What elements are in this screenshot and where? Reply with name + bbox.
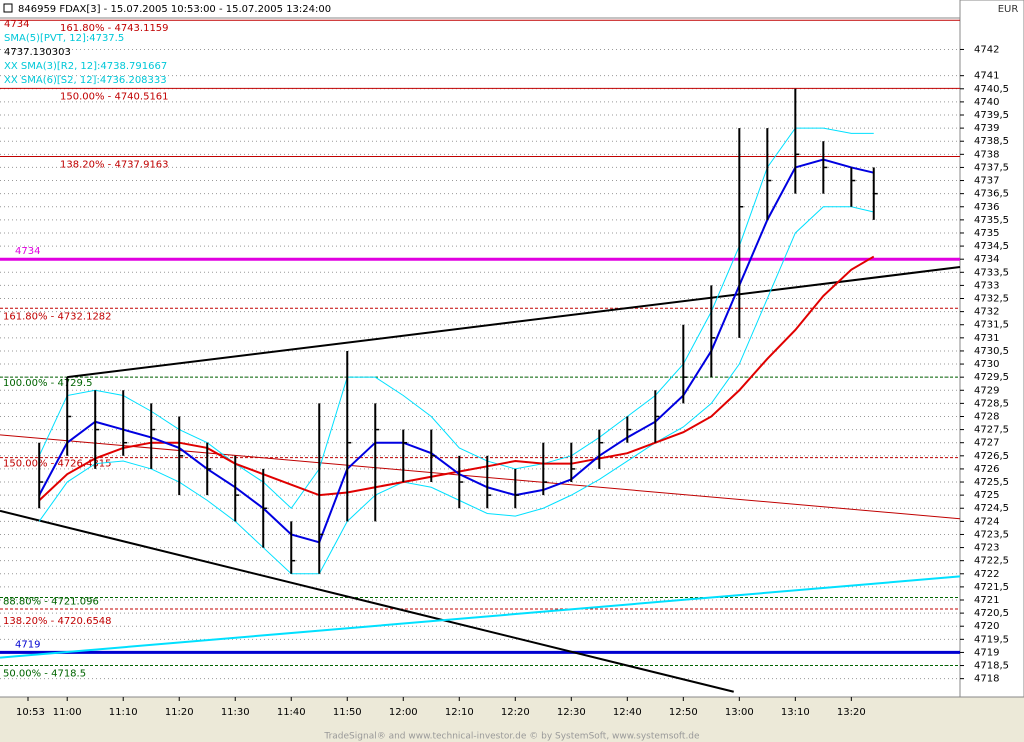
x-tick-label: 11:50 bbox=[333, 707, 362, 718]
chart-title: 846959 FDAX[3] - 15.07.2005 10:53:00 - 1… bbox=[18, 4, 331, 15]
y-tick-label: 4731,5 bbox=[974, 320, 1009, 331]
legend-entry: 4734 bbox=[4, 19, 29, 30]
trendline bbox=[0, 509, 734, 693]
y-tick-label: 4725,5 bbox=[974, 477, 1009, 488]
y-tick-label: 4723,5 bbox=[974, 529, 1009, 540]
y-tick-label: 4742 bbox=[974, 44, 999, 55]
x-axis-panel bbox=[0, 697, 1024, 742]
y-tick-label: 4727,5 bbox=[974, 425, 1009, 436]
legend-entry: XX SMA(3)[R2, 12]:4738.791667 bbox=[4, 61, 167, 72]
x-tick-label: 12:00 bbox=[389, 707, 418, 718]
currency: EUR bbox=[998, 4, 1019, 15]
level-label: 138.20% - 4737.9163 bbox=[60, 160, 169, 171]
y-tick-label: 4735,5 bbox=[974, 215, 1009, 226]
x-tick-label: 11:30 bbox=[221, 707, 250, 718]
y-tick-label: 4733 bbox=[974, 280, 999, 291]
x-tick-label: 12:10 bbox=[445, 707, 474, 718]
x-tick-label: 12:20 bbox=[501, 707, 530, 718]
level-label: 4719 bbox=[15, 639, 40, 650]
y-axis-panel bbox=[959, 0, 1024, 698]
level-label: 88.80% - 4721.096 bbox=[3, 596, 99, 607]
y-tick-label: 4735 bbox=[974, 228, 999, 239]
level-label: 100.00% - 4729.5 bbox=[3, 378, 92, 389]
y-tick-label: 4725 bbox=[974, 490, 999, 501]
y-tick-label: 4729,5 bbox=[974, 372, 1009, 383]
y-tick-label: 4733,5 bbox=[974, 267, 1009, 278]
y-tick-label: 4724,5 bbox=[974, 503, 1009, 514]
x-tick-label: 12:40 bbox=[613, 707, 642, 718]
y-tick-label: 4719 bbox=[974, 647, 999, 658]
y-tick-label: 4734,5 bbox=[974, 241, 1009, 252]
y-tick-label: 4723 bbox=[974, 543, 999, 554]
legend-entry: SMA(5)[PVT, 12]:4737.5 bbox=[4, 33, 124, 44]
x-tick-label: 11:40 bbox=[277, 707, 306, 718]
trendline bbox=[67, 266, 961, 379]
x-tick-label: 10:53 bbox=[16, 707, 45, 718]
y-tick-label: 4734 bbox=[974, 254, 999, 265]
x-tick-label: 11:20 bbox=[165, 707, 194, 718]
y-tick-label: 4720 bbox=[974, 621, 999, 632]
x-tick-label: 12:30 bbox=[557, 707, 586, 718]
level-label: 4734 bbox=[15, 246, 40, 257]
y-tick-label: 4732,5 bbox=[974, 294, 1009, 305]
level-label: 161.80% - 4732.1282 bbox=[3, 311, 112, 322]
x-tick-label: 13:00 bbox=[725, 707, 754, 718]
y-tick-label: 4719,5 bbox=[974, 634, 1009, 645]
y-tick-label: 4741 bbox=[974, 71, 999, 82]
y-tick-label: 4732 bbox=[974, 307, 999, 318]
y-tick-label: 4740,5 bbox=[974, 84, 1009, 95]
y-tick-label: 4726 bbox=[974, 464, 999, 475]
y-tick-label: 4721,5 bbox=[974, 582, 1009, 593]
level-label: 138.20% - 4720.6548 bbox=[3, 616, 112, 627]
y-tick-label: 4737 bbox=[974, 176, 999, 187]
y-tick-label: 4736 bbox=[974, 202, 999, 213]
y-tick-label: 4737,5 bbox=[974, 162, 1009, 173]
level-label: 50.00% - 4718.5 bbox=[3, 669, 86, 680]
trendline bbox=[0, 434, 961, 520]
y-tick-label: 4739 bbox=[974, 123, 999, 134]
y-tick-label: 4731 bbox=[974, 333, 999, 344]
x-tick-label: 11:00 bbox=[53, 707, 82, 718]
y-tick-label: 4729 bbox=[974, 385, 999, 396]
x-tick-label: 13:10 bbox=[781, 707, 810, 718]
window-icon[interactable] bbox=[3, 3, 13, 13]
y-tick-label: 4722 bbox=[974, 569, 999, 580]
footer: TradeSignal® and www.technical-investor.… bbox=[323, 732, 700, 742]
level-label: 150.00% - 4726.4315 bbox=[3, 459, 112, 470]
y-tick-label: 4728,5 bbox=[974, 398, 1009, 409]
x-tick-label: 13:20 bbox=[837, 707, 866, 718]
x-tick-label: 12:50 bbox=[669, 707, 698, 718]
y-tick-label: 4718,5 bbox=[974, 661, 1009, 672]
level-label: 161.80% - 4743.1159 bbox=[60, 23, 169, 34]
y-tick-label: 4738 bbox=[974, 149, 999, 160]
y-tick-label: 4724 bbox=[974, 516, 999, 527]
y-tick-label: 4727 bbox=[974, 438, 999, 449]
y-tick-label: 4740 bbox=[974, 97, 999, 108]
y-tick-label: 4739,5 bbox=[974, 110, 1009, 121]
trendline bbox=[0, 575, 961, 659]
y-tick-label: 4726,5 bbox=[974, 451, 1009, 462]
y-tick-label: 4738,5 bbox=[974, 136, 1009, 147]
x-tick-label: 11:10 bbox=[109, 707, 138, 718]
y-tick-label: 4720,5 bbox=[974, 608, 1009, 619]
y-tick-label: 4736,5 bbox=[974, 189, 1009, 200]
legend-entry: 4737.130303 bbox=[4, 47, 71, 58]
y-tick-label: 4718 bbox=[974, 674, 999, 685]
y-tick-label: 4721 bbox=[974, 595, 999, 606]
y-tick-label: 4730,5 bbox=[974, 346, 1009, 357]
y-tick-label: 4730 bbox=[974, 359, 999, 370]
legend-entry: XX SMA(6)[S2, 12]:4736.208333 bbox=[4, 75, 167, 86]
level-label: 150.00% - 4740.5161 bbox=[60, 91, 169, 102]
y-tick-label: 4728 bbox=[974, 411, 999, 422]
y-tick-label: 4722,5 bbox=[974, 556, 1009, 567]
